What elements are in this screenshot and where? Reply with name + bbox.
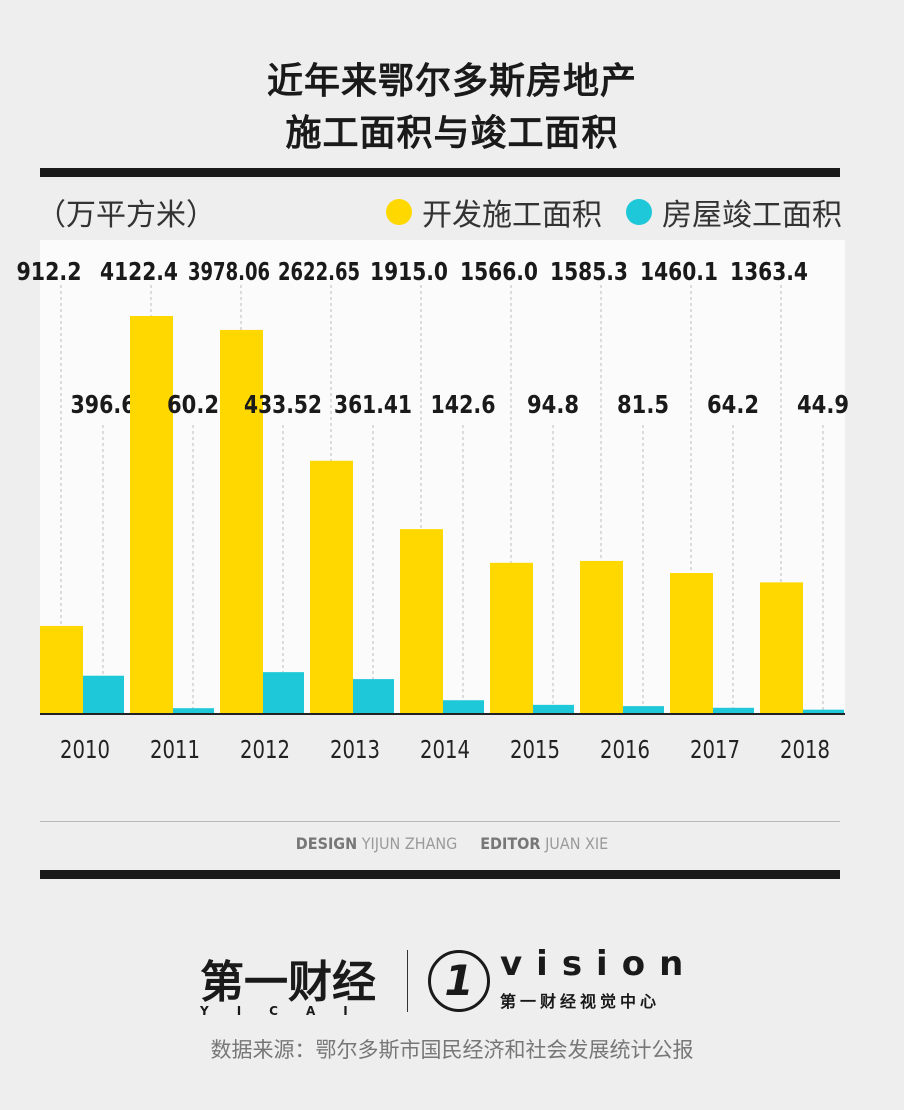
legend-dot-completion — [626, 199, 652, 225]
vision-one-icon: 1 — [428, 950, 490, 1012]
x-tick-label: 2013 — [330, 735, 380, 764]
x-tick-label: 2015 — [510, 735, 560, 764]
bar-construction-2010 — [40, 625, 83, 714]
x-tick-label: 2012 — [240, 735, 290, 764]
bar-completion-2010 — [83, 675, 124, 714]
bar-construction-2013 — [310, 460, 353, 714]
data-label-construction: 4122.4 — [100, 257, 178, 286]
data-label-completion: 433.52 — [244, 390, 322, 419]
data-label-completion: 64.2 — [707, 390, 759, 419]
x-tick-label: 2011 — [150, 735, 200, 764]
data-label-completion: 60.2 — [167, 390, 219, 419]
x-tick-label: 2010 — [60, 735, 110, 764]
data-label-completion: 396.6 — [71, 390, 136, 419]
logo-divider — [407, 950, 408, 1012]
bar-construction-2012 — [220, 329, 263, 714]
yicai-logo-en: YICAI — [200, 1004, 376, 1018]
editor-name: JUAN XIE — [545, 834, 609, 853]
legend-label-construction: 开发施工面积 — [422, 198, 602, 233]
bar-chart: 912.2 396.6 2010 4122.4 60.2 2011 3978.06 433.5… — [17, 240, 849, 764]
data-label-construction: 2622.65 — [278, 257, 360, 286]
x-tick-label: 2018 — [780, 735, 830, 764]
data-label-construction: 912.2 — [17, 257, 82, 286]
bar-construction-2011 — [130, 316, 173, 714]
design-label: DESIGN — [295, 834, 358, 853]
data-label-completion: 44.9 — [797, 390, 849, 419]
x-tick-label: 2017 — [690, 735, 740, 764]
credits: DESIGN YIJUN ZHANG EDITOR JUAN XIE — [0, 834, 904, 853]
x-tick-label: 2016 — [600, 735, 650, 764]
data-label-construction: 1566.0 — [460, 257, 538, 286]
bar-completion-2013 — [353, 679, 394, 714]
bar-completion-2011 — [173, 708, 214, 714]
data-label-construction: 1460.1 — [640, 257, 718, 286]
unit-label: （万平方米） — [36, 198, 216, 233]
chart-title-line2: 施工面积与竣工面积 — [285, 113, 619, 154]
top-divider — [40, 168, 840, 177]
data-label-construction: 1363.4 — [730, 257, 808, 286]
yicai-logo-text: 第一财经 — [200, 957, 376, 1008]
bar-construction-2014 — [400, 529, 443, 714]
credit-divider — [40, 821, 840, 822]
bar-completion-2018 — [803, 709, 844, 714]
bar-completion-2017 — [713, 707, 754, 714]
data-label-construction: 1915.0 — [370, 257, 448, 286]
bar-construction-2017 — [670, 573, 713, 714]
data-label-construction: 3978.06 — [188, 257, 270, 286]
x-tick-label: 2014 — [420, 735, 470, 764]
data-label-completion: 142.6 — [431, 390, 496, 419]
data-source: 数据来源：鄂尔多斯市国民经济和社会发展统计公报 — [210, 1038, 694, 1062]
bar-completion-2015 — [533, 704, 574, 714]
data-label-completion: 361.41 — [334, 390, 412, 419]
data-label-construction: 1585.3 — [550, 257, 628, 286]
data-label-completion: 81.5 — [617, 390, 669, 419]
data-label-completion: 94.8 — [527, 390, 579, 419]
legend-label-completion: 房屋竣工面积 — [662, 198, 842, 233]
chart-title-line1: 近年来鄂尔多斯房地产 — [266, 61, 637, 102]
bar-completion-2016 — [623, 706, 664, 714]
bottom-divider — [40, 870, 840, 879]
bar-completion-2014 — [443, 700, 484, 714]
yicai-logo: 第一财经 YICAI — [200, 946, 376, 1018]
legend-dot-construction — [386, 199, 412, 225]
vision-logo-text: vision — [500, 944, 698, 984]
editor-label: EDITOR — [480, 834, 541, 853]
vision-logo-cn: 第一财经视觉中心 — [500, 992, 661, 1011]
legend: 开发施工面积 房屋竣工面积 — [386, 190, 842, 234]
design-name: YIJUN ZHANG — [361, 834, 458, 853]
bar-construction-2018 — [760, 582, 803, 714]
bar-construction-2015 — [490, 562, 533, 714]
bar-completion-2012 — [263, 672, 304, 714]
bar-construction-2016 — [580, 560, 623, 714]
